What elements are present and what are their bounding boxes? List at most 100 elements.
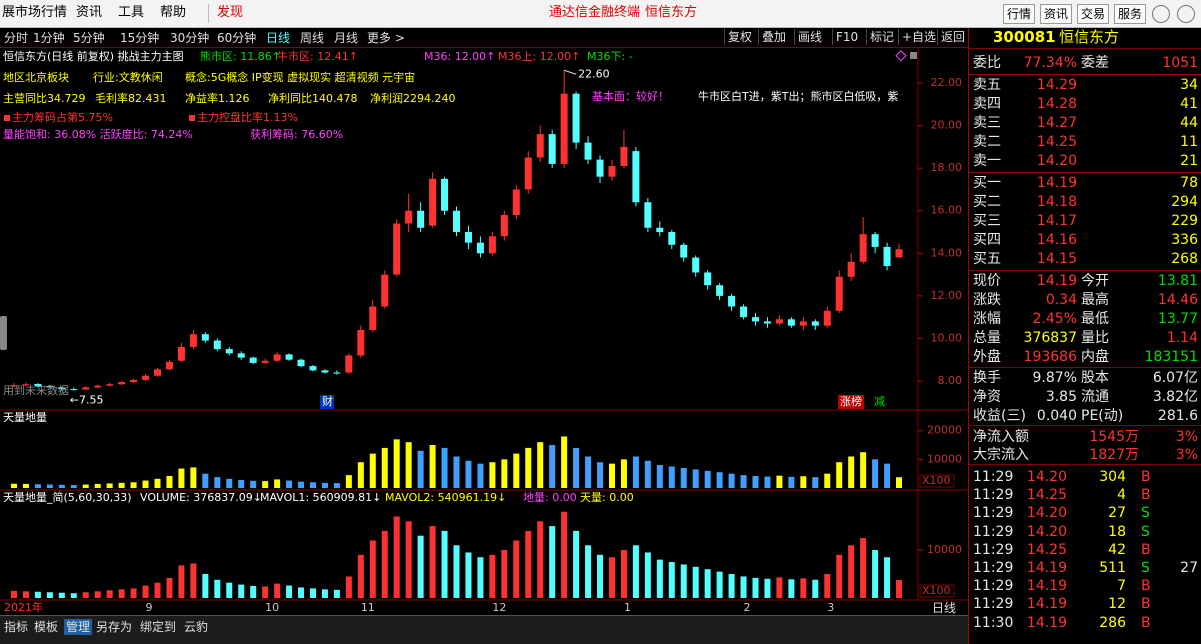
separator [969,425,1201,426]
volume-bar [692,469,699,488]
bottom-tab[interactable]: 管理 [64,619,93,635]
menu-button[interactable]: 行情 [1003,4,1036,24]
window-control[interactable] [1177,5,1195,23]
candle-body [572,93,580,143]
action-button[interactable]: 画线 [794,29,825,45]
volume-bar [369,540,376,598]
x-tick-label: 12 [492,601,506,614]
candle-body [118,382,126,385]
candle-body [644,202,652,228]
action-button[interactable]: 标记 [866,29,897,45]
action-button[interactable]: F10 [832,29,861,45]
stat-value: 1.14 [1166,330,1198,346]
stat-value: 3.85 [1045,389,1077,405]
period-tab[interactable]: 日线 [266,31,291,45]
period-tab[interactable]: 30分钟 [170,31,210,45]
volume-bar [513,453,520,488]
trade-volume: 18 [1108,523,1126,540]
volume-bar [262,586,269,598]
candle-body [10,385,18,387]
volume-bar [752,475,759,488]
y-tick-label: 12.00 [931,289,963,302]
bottom-tabs: 指标 模板 管理 另存为 绑定到 云豹 [0,615,968,644]
info-text: 主力控盘比率1.13% [197,110,298,124]
menu-item[interactable]: 工具 [118,5,145,20]
volume-bar [788,579,795,598]
info-text: 量能饱和: 36.08% 活跃度比: 74.24% [3,127,193,141]
period-tab[interactable]: 分时 [4,31,29,45]
stat-value: 376837 [1023,330,1077,346]
info-text: 地区北京板块 [3,70,69,84]
high-arrow [563,69,577,75]
trade-price: 14.19 [1026,596,1067,613]
volume-bar [333,483,340,488]
bottom-tab[interactable]: 模板 [34,620,59,634]
stat-label: 现价 [973,273,1001,289]
period-label[interactable]: 日线 [932,601,957,615]
stat-value: 14.46 [1157,292,1198,308]
trade-side: B [1141,487,1151,504]
period-tab[interactable]: 60分钟 [217,31,257,45]
order-price: 14.25 [1036,134,1077,150]
trade-side: S [1141,505,1150,522]
action-button[interactable]: 复权 [724,29,755,45]
marker-box [872,395,886,409]
period-tab[interactable]: 更多 > [367,31,405,45]
separator [969,74,1201,75]
window-control[interactable] [1152,5,1170,23]
trade-volume: 511 [1099,560,1126,576]
volume-bar [800,578,807,598]
candle-body [429,178,437,226]
volume-bar [321,482,328,488]
menu-button[interactable]: 资讯 [1040,4,1073,24]
menu-item[interactable]: 展市场行情 [2,5,68,20]
separator [969,172,1201,173]
volume-bar [10,590,17,598]
trade-time: 11:29 [973,523,1014,540]
volume-bar [716,472,723,488]
candle-body [704,272,712,286]
future-warning: 用到未来数据 [3,383,69,397]
trade-price: 14.20 [1026,469,1067,485]
candle-body [94,385,102,388]
menu-button[interactable]: 交易 [1077,4,1110,24]
period-tab[interactable]: 5分钟 [73,31,105,45]
candle-body [225,349,233,354]
volume-bar [800,476,807,488]
trade-time: 11:29 [973,578,1014,595]
trade-time: 11:29 [973,541,1014,558]
trade-price: 14.19 [1026,578,1067,595]
period-tab[interactable]: 1分钟 [33,31,65,45]
period-tab[interactable]: 周线 [300,31,325,45]
action-button[interactable]: +自选 [898,29,939,45]
volume-bar [489,554,496,598]
menu-item[interactable]: 帮助 [160,5,187,20]
order-volume: 336 [1171,232,1198,248]
menu-item[interactable]: 资讯 [76,5,103,20]
volume-bar [142,585,149,598]
candle-body [82,387,90,390]
trade-price: 14.20 [1026,523,1067,540]
period-tab[interactable]: 15分钟 [120,31,160,45]
action-button[interactable]: 返回 [937,29,968,45]
order-volume: 44 [1180,115,1198,131]
action-button[interactable]: 叠加 [758,29,789,45]
bottom-tab[interactable]: 指标 [4,620,29,634]
note: 基本面：较好！ [592,89,669,103]
volume-bar [274,479,281,488]
bottom-tab[interactable]: 云豹 [184,620,209,634]
volume-bar [692,566,699,598]
y-tick-label: 20000 [927,424,962,437]
volume-bar [824,574,831,598]
bottom-tab[interactable]: 另存为 [96,620,133,634]
bottom-tab[interactable]: 绑定到 [140,620,177,634]
candle-body [752,317,759,322]
period-tab[interactable]: 月线 [334,31,359,45]
volume-bar [608,557,615,598]
menu-button[interactable]: 服务 [1114,4,1147,24]
menu-discover[interactable]: 发现 [217,5,244,20]
candle-body [34,383,42,387]
volume-bar [848,456,855,488]
panel-title: VOLUME: 376837.09↓ [140,491,262,504]
indicator: M36上: 12.00↑ [498,50,580,63]
